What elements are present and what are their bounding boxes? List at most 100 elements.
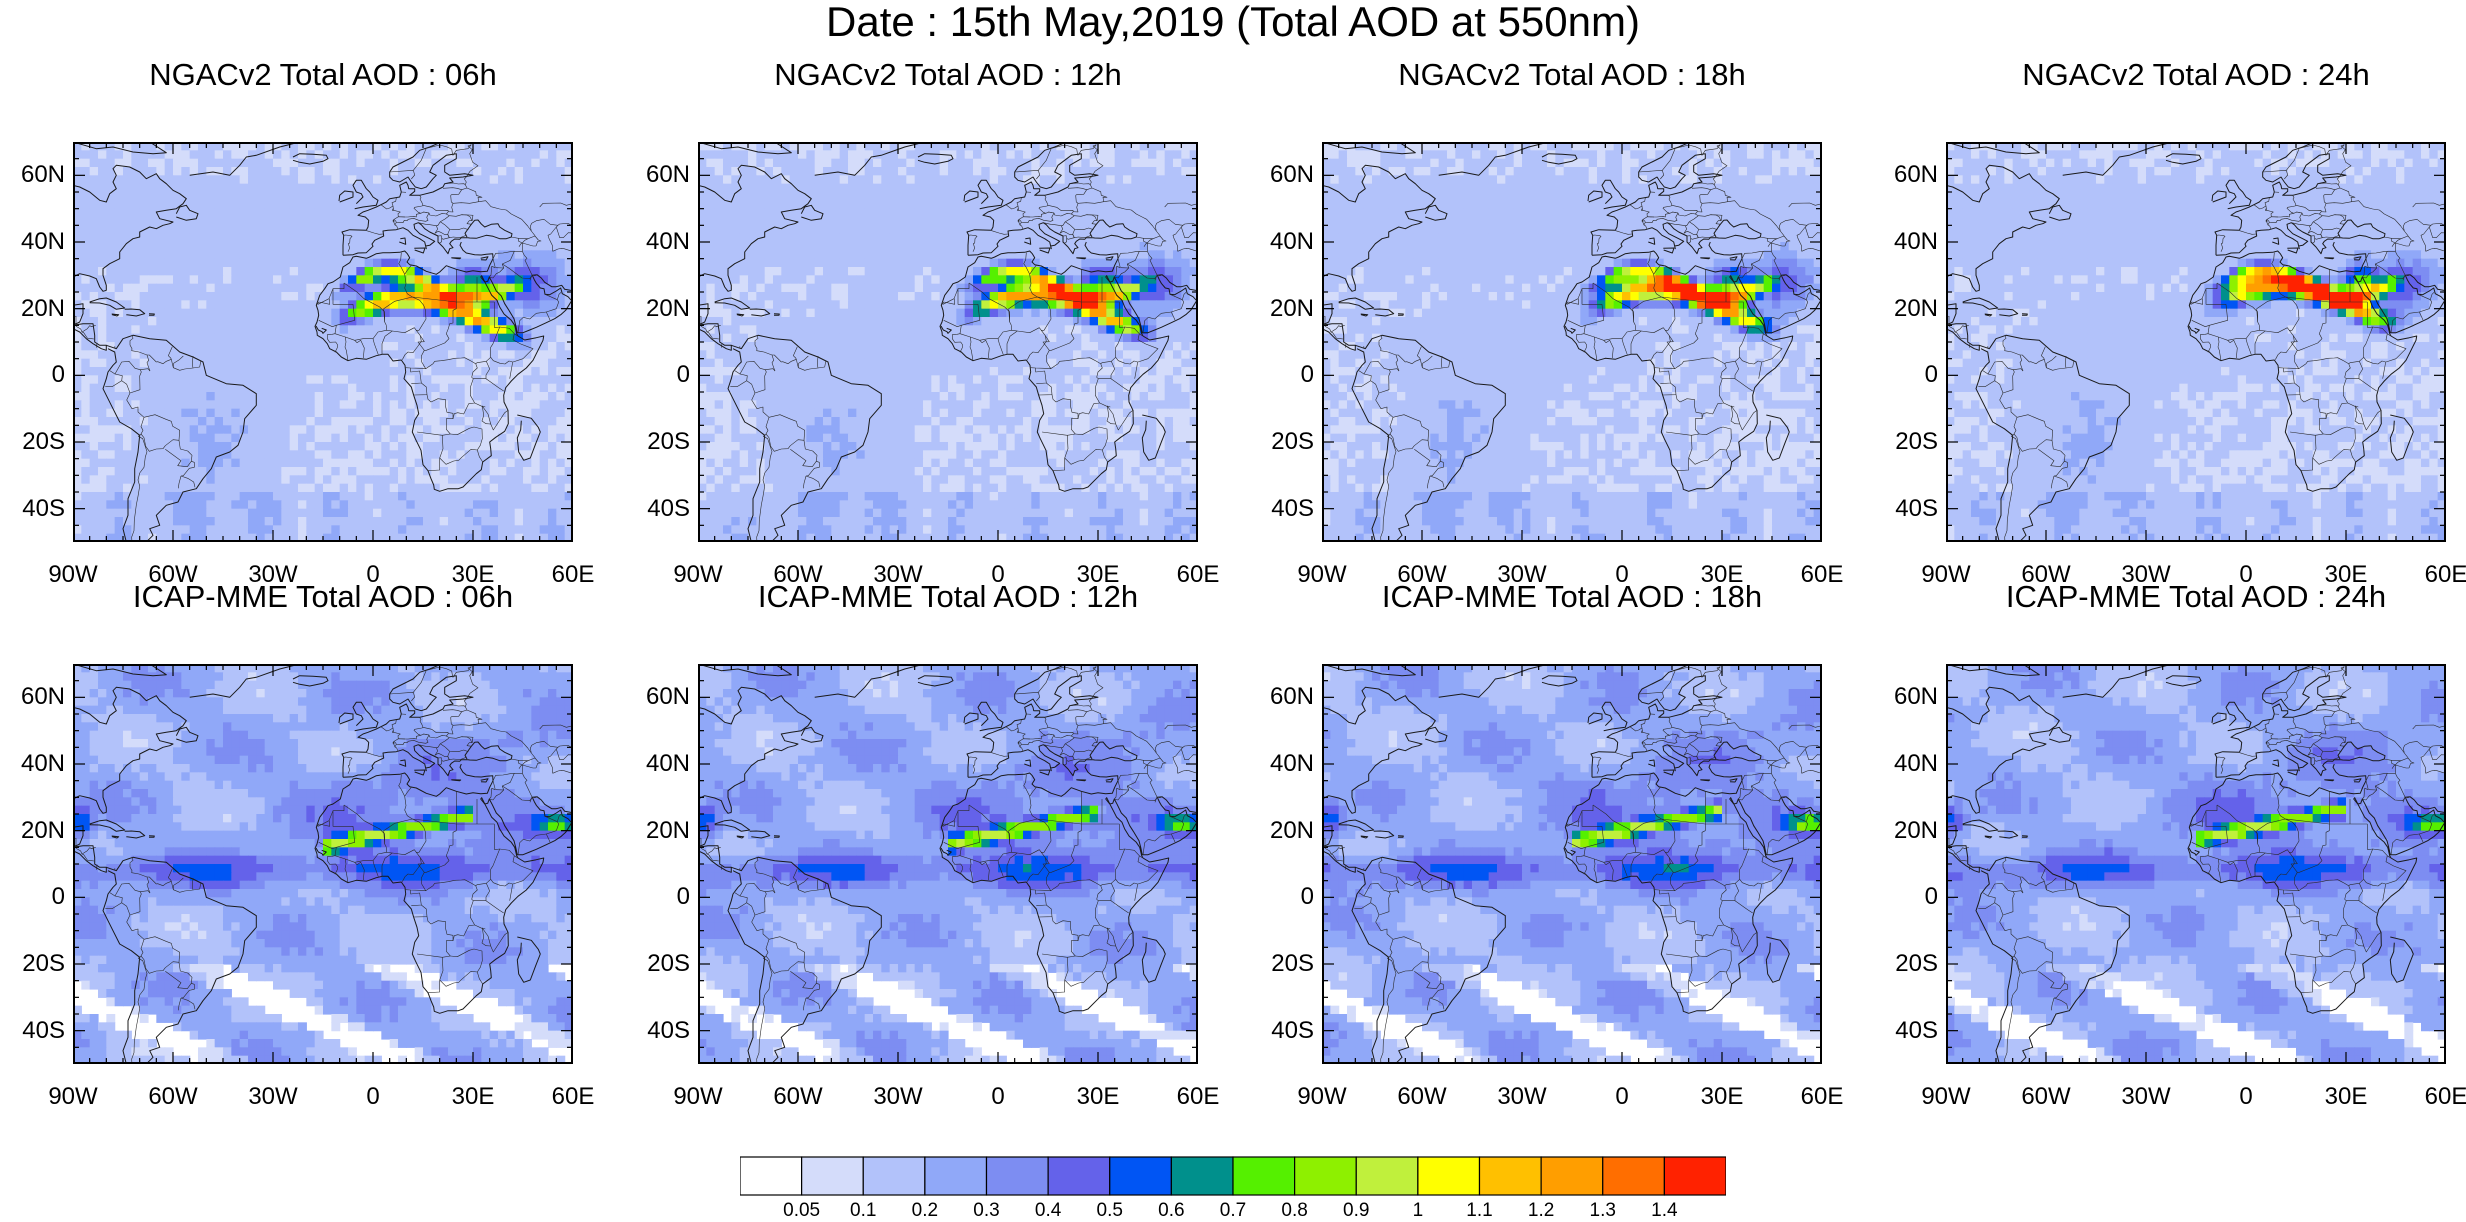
lat-tick-label: 40N [630,751,690,777]
map-frame [73,142,573,542]
panel-title: NGACv2 Total AOD : 18h [1322,58,1822,92]
colorbar-label: 1.1 [1450,1200,1510,1222]
lat-tick-label: 20N [5,295,65,322]
map-frame [1322,142,1822,542]
lat-tick-label: 20N [630,295,690,322]
lat-tick-label: 20S [1878,951,1938,977]
colorbar-box [1232,1156,1296,1196]
lon-tick-label: 60E [1782,562,1862,588]
lon-tick-label: 30W [2106,1084,2186,1110]
lat-tick-label: 20N [5,817,65,844]
country-borders [73,144,573,542]
lat-tick-label: 20N [630,817,690,844]
colorbar-label: 0.6 [1141,1200,1201,1222]
lat-tick-label: 20S [1878,429,1938,455]
colorbar-label: 0.9 [1326,1200,1386,1222]
lon-tick-label: 60W [1382,1084,1462,1110]
lat-tick-label: 0 [1254,884,1314,910]
aod-map [698,142,1198,542]
coastlines [73,142,573,542]
aod-field [1946,142,2446,542]
colorbar-box [1663,1156,1726,1196]
map-frame [73,664,573,1064]
colorbar-box [924,1156,988,1196]
map-frame [1946,664,2446,1064]
colorbar-label: 0.7 [1203,1200,1263,1222]
lat-tick-label: 0 [1254,362,1314,388]
aod-field [1322,664,1822,1064]
lon-tick-label: 30W [858,562,938,588]
colorbar-label: 0.2 [895,1200,955,1222]
panel-title: NGACv2 Total AOD : 12h [698,58,1198,92]
panel-title: ICAP-MME Total AOD : 18h [1322,580,1822,614]
lat-tick-label: 0 [630,884,690,910]
aod-map [1946,142,2446,542]
lon-tick-label: 0 [2206,562,2286,588]
coastlines [1946,664,2446,1064]
lon-tick-label: 90W [1282,1084,1362,1110]
ngac-map-18h [1322,142,1822,542]
ngac-map-6h [73,142,573,542]
lon-tick-label: 90W [33,1084,113,1110]
lon-tick-label: 60W [1382,562,1462,588]
aod-field [1946,664,2446,1064]
aod-map [698,664,1198,1064]
aod-field [698,664,1198,1064]
lon-tick-label: 60W [758,562,838,588]
lat-tick-label: 60N [1254,162,1314,188]
lat-tick-label: 60N [1878,684,1938,710]
panel-title: NGACv2 Total AOD : 06h [73,58,573,92]
lon-tick-label: 30E [2306,562,2386,588]
lat-tick-label: 20N [1254,817,1314,844]
aod-colorbar [740,1156,1726,1196]
coastlines [698,142,1198,542]
colorbar-box [1602,1156,1665,1196]
lat-tick-label: 60N [1254,684,1314,710]
lon-tick-label: 60W [758,1084,838,1110]
lat-tick-label: 40S [1254,1017,1314,1044]
lon-tick-label: 30E [433,562,513,588]
lat-tick-label: 60N [630,162,690,188]
lon-tick-label: 30W [2106,562,2186,588]
coastlines [1322,142,1822,542]
lat-tick-label: 20S [1254,429,1314,455]
lat-tick-label: 40N [1878,229,1938,255]
lon-tick-label: 60E [2406,562,2466,588]
lat-tick-label: 40S [1254,495,1314,522]
country-borders [698,144,1198,542]
colorbar-box [1417,1156,1481,1196]
country-borders [73,666,573,1064]
lon-tick-label: 30E [2306,1084,2386,1110]
lat-tick-label: 60N [630,684,690,710]
lat-tick-label: 40N [1878,751,1938,777]
colorbar-label: 0.1 [833,1200,893,1222]
map-frame [698,664,1198,1064]
lon-tick-label: 60E [1782,1084,1862,1110]
colorbar-label: 0.05 [772,1200,832,1222]
lon-tick-label: 0 [333,1084,413,1110]
aod-map [73,664,573,1064]
country-borders [1322,144,1822,542]
icap-map-24h [1946,664,2446,1064]
lon-tick-label: 0 [333,562,413,588]
lon-tick-label: 0 [958,1084,1038,1110]
map-frame [1946,142,2446,542]
lat-tick-label: 40N [5,751,65,777]
lon-tick-label: 0 [1582,562,1662,588]
lat-tick-label: 40S [630,495,690,522]
panel-title: ICAP-MME Total AOD : 12h [698,580,1198,614]
lon-tick-label: 90W [1906,562,1986,588]
lat-tick-label: 40S [630,1017,690,1044]
figure-title: Date : 15th May,2019 (Total AOD at 550nm… [0,0,2466,44]
lon-tick-label: 30W [1482,1084,1562,1110]
lon-tick-label: 0 [958,562,1038,588]
lon-tick-label: 0 [2206,1084,2286,1110]
colorbar-labels: 0.05 0.1 0.2 0.3 0.4 0.5 0.6 0.7 0.8 0.9 1 1.1 1.2 1.… [0,1198,2466,1222]
panel-title: NGACv2 Total AOD : 24h [1946,58,2446,92]
lon-tick-label: 60W [2006,562,2086,588]
lon-tick-label: 60W [133,562,213,588]
colorbar-box [1540,1156,1604,1196]
lat-tick-label: 0 [1878,362,1938,388]
country-borders [1946,666,2446,1064]
icap-map-12h [698,664,1198,1064]
